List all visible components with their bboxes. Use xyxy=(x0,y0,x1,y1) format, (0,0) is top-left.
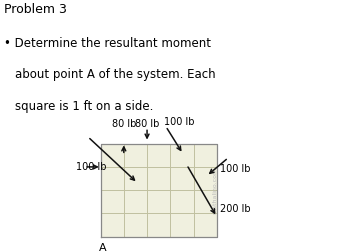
Text: A: A xyxy=(99,242,107,252)
Text: • Determine the resultant moment: • Determine the resultant moment xyxy=(4,37,210,50)
Text: 80 lb: 80 lb xyxy=(112,119,136,129)
Text: 100 lb: 100 lb xyxy=(76,162,107,172)
Text: about point A of the system. Each: about point A of the system. Each xyxy=(15,68,216,81)
Text: 200 lb: 200 lb xyxy=(220,204,251,214)
Text: Problem 3: Problem 3 xyxy=(4,3,66,16)
Text: 100 lb: 100 lb xyxy=(164,117,195,127)
Text: 100 lb: 100 lb xyxy=(220,164,251,174)
Text: 80 lb: 80 lb xyxy=(135,119,159,129)
Text: mathalino.com: mathalino.com xyxy=(212,167,217,214)
Text: square is 1 ft on a side.: square is 1 ft on a side. xyxy=(15,100,154,113)
Bar xyxy=(100,144,217,237)
